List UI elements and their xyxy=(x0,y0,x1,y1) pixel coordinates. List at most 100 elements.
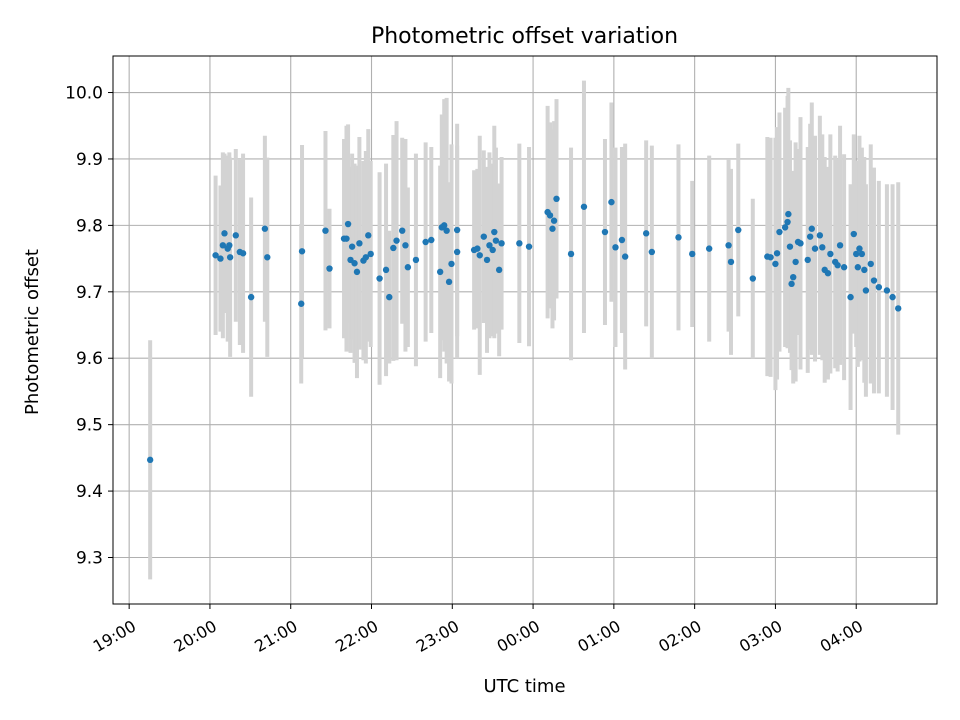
data-point xyxy=(428,236,435,244)
data-point xyxy=(239,250,247,257)
data-point xyxy=(808,225,815,232)
data-point xyxy=(648,248,656,256)
data-point xyxy=(856,245,863,252)
data-points xyxy=(146,195,902,464)
data-point xyxy=(875,283,883,291)
data-point xyxy=(219,242,227,249)
data-point xyxy=(776,228,783,236)
data-point xyxy=(232,232,239,239)
data-point xyxy=(836,242,844,249)
data-point xyxy=(498,240,505,247)
data-point xyxy=(689,250,696,258)
data-point xyxy=(476,252,483,259)
data-point xyxy=(781,224,789,231)
data-point xyxy=(824,270,832,277)
data-point xyxy=(226,254,234,261)
data-point xyxy=(322,227,329,234)
data-point xyxy=(895,305,902,312)
x-tick-label: 23:00 xyxy=(413,616,462,656)
data-point xyxy=(705,245,713,252)
data-point xyxy=(495,266,503,274)
data-point xyxy=(827,250,834,258)
data-point xyxy=(567,250,575,258)
data-point xyxy=(264,254,271,261)
x-tick-label: 00:00 xyxy=(494,616,543,656)
data-point xyxy=(819,244,826,251)
data-point xyxy=(612,244,619,251)
x-tick-label: 20:00 xyxy=(171,616,220,656)
data-point xyxy=(811,245,819,252)
data-point xyxy=(788,280,795,288)
data-point xyxy=(441,222,448,229)
data-point xyxy=(642,230,650,237)
data-point xyxy=(784,218,791,226)
x-tick-label: 19:00 xyxy=(90,616,139,656)
data-point xyxy=(735,226,742,234)
x-tick-label: 03:00 xyxy=(736,616,785,656)
data-point xyxy=(399,227,406,234)
y-axis-ticks: 9.3 9.4 9.5 9.6 9.7 9.8 9.9 10.0 xyxy=(65,84,113,569)
data-point xyxy=(393,237,400,244)
data-point xyxy=(618,236,626,244)
data-point xyxy=(298,248,306,255)
data-point xyxy=(386,293,393,301)
data-point xyxy=(326,265,333,272)
data-point xyxy=(483,256,491,264)
y-tick-label: 10.0 xyxy=(65,84,103,104)
data-point xyxy=(549,225,556,232)
data-point xyxy=(436,268,444,276)
data-point xyxy=(862,287,870,294)
data-point xyxy=(351,260,358,267)
data-point xyxy=(217,255,224,262)
data-point xyxy=(867,260,874,268)
data-point xyxy=(790,273,797,281)
data-point xyxy=(226,242,233,249)
data-point xyxy=(480,233,487,240)
y-axis-label: Photometric offset xyxy=(22,249,43,415)
data-point xyxy=(382,266,390,274)
data-point xyxy=(365,232,372,239)
x-tick-label: 22:00 xyxy=(332,616,381,656)
data-point xyxy=(621,253,629,260)
y-tick-label: 9.3 xyxy=(76,549,103,569)
data-point xyxy=(146,456,154,464)
data-point xyxy=(883,287,891,294)
data-point xyxy=(767,254,774,261)
data-point xyxy=(261,225,269,232)
data-point xyxy=(816,232,824,239)
data-point xyxy=(422,238,429,246)
data-point xyxy=(344,220,352,228)
data-point xyxy=(343,235,350,242)
data-point xyxy=(772,260,779,268)
y-tick-label: 9.7 xyxy=(76,283,103,303)
data-point xyxy=(247,293,255,301)
data-point xyxy=(840,264,848,271)
data-point xyxy=(516,240,523,247)
data-point xyxy=(448,260,455,268)
data-point xyxy=(889,293,896,301)
y-tick-label: 9.5 xyxy=(76,416,103,436)
x-tick-label: 02:00 xyxy=(655,616,704,656)
data-point xyxy=(550,217,558,224)
data-point xyxy=(601,228,609,236)
data-point xyxy=(725,242,732,249)
y-tick-label: 9.9 xyxy=(76,150,103,170)
x-tick-label: 01:00 xyxy=(574,616,623,656)
data-point xyxy=(348,243,356,250)
error-bars xyxy=(148,80,901,580)
x-axis-ticks: 19:00 20:00 21:00 22:00 23:00 00:00 01:00 02:00… xyxy=(90,604,866,656)
x-tick-label: 21:00 xyxy=(251,616,300,656)
data-point xyxy=(412,256,420,264)
data-point xyxy=(367,250,374,258)
data-point xyxy=(773,250,781,257)
data-point xyxy=(854,264,862,271)
data-point xyxy=(749,275,757,282)
data-point xyxy=(353,268,361,276)
data-point xyxy=(525,243,533,250)
data-point xyxy=(445,278,453,286)
data-point xyxy=(402,242,409,249)
data-point xyxy=(806,233,814,240)
data-point xyxy=(786,243,794,250)
data-point xyxy=(221,230,228,237)
data-point xyxy=(858,250,866,258)
